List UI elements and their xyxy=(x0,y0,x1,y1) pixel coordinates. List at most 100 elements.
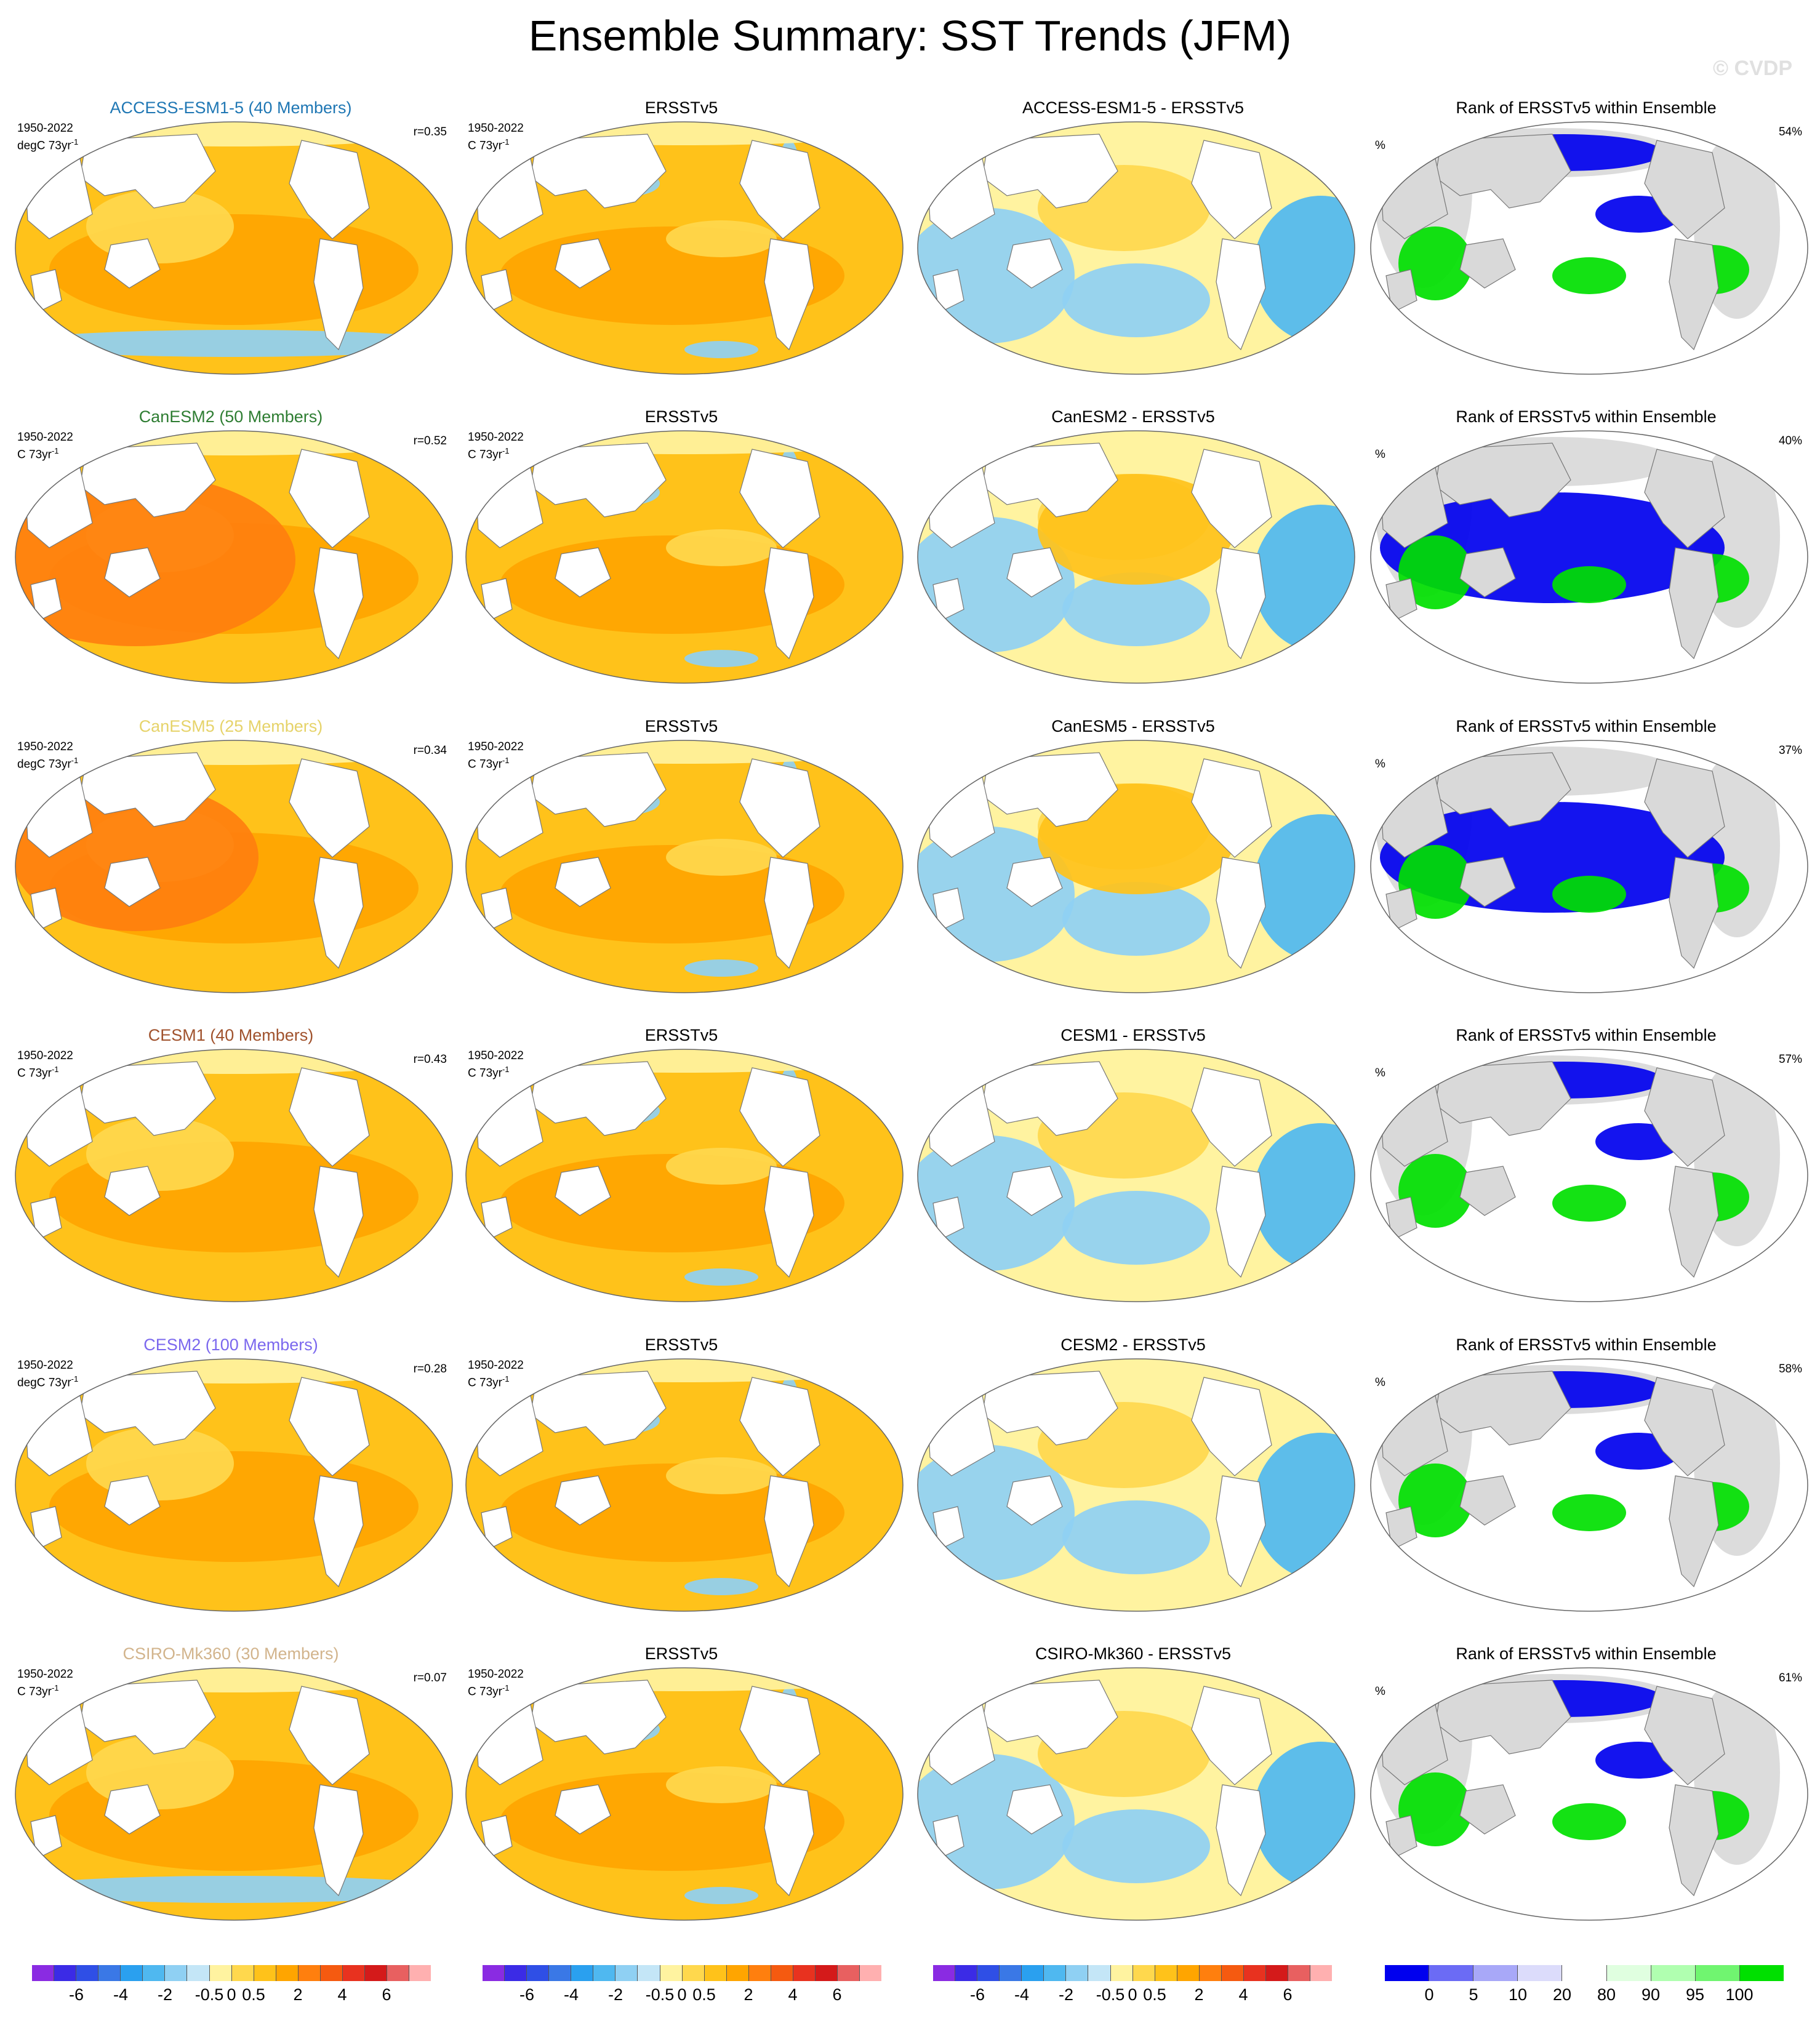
map-outline xyxy=(15,121,453,375)
colorbar-swatch xyxy=(483,1965,505,1981)
landmass xyxy=(79,1061,216,1136)
world-map-model xyxy=(15,121,453,375)
colorbar-swatch xyxy=(98,1965,121,1981)
field-patch xyxy=(1062,1191,1210,1265)
colorbar-tick-label: 4 xyxy=(1238,1985,1248,2004)
panel-title: ERSSTv5 xyxy=(644,1644,718,1663)
colorbar-tick-label: 5 xyxy=(1469,1985,1478,2004)
field-patch xyxy=(1552,257,1626,294)
landmass xyxy=(104,1475,161,1526)
period-units-label: 1950-2022 C 73yr-1 xyxy=(468,431,524,462)
landmass xyxy=(764,1166,814,1278)
landmass xyxy=(313,1166,364,1278)
landmass xyxy=(764,857,814,969)
field-patch xyxy=(466,740,903,764)
rank-percent-unit: % xyxy=(1375,1067,1385,1079)
period-units-label: 1950-2022 C 73yr-1 xyxy=(17,431,73,462)
field-patch xyxy=(1552,1185,1626,1222)
landmass xyxy=(1216,1475,1266,1588)
panel-diff: CESM2 - ERSSTv5 xyxy=(908,1335,1358,1637)
colorbar-swatch xyxy=(165,1965,188,1981)
period-label: 1950-2022 xyxy=(17,1359,73,1372)
period-label: 1950-2022 xyxy=(468,431,524,444)
landmass xyxy=(982,442,1118,518)
landmass xyxy=(739,1686,820,1785)
colorbar-swatch xyxy=(1000,1965,1022,1981)
landmass xyxy=(289,140,370,239)
landmass xyxy=(1191,140,1272,239)
field-patch xyxy=(666,839,777,876)
landmass xyxy=(739,449,820,548)
field-patch xyxy=(666,1457,777,1494)
period-units-label: 1950-2022 C 73yr-1 xyxy=(468,122,524,153)
rank-percent-unit: % xyxy=(1375,758,1385,771)
field-patch xyxy=(1398,1154,1472,1228)
landmass xyxy=(555,1784,611,1835)
colorbar-tick-label: 6 xyxy=(1283,1985,1293,2004)
period-label: 1950-2022 xyxy=(17,1668,73,1681)
colorbar-tick-label: 6 xyxy=(832,1985,842,2004)
units-label: C 73yr-1 xyxy=(17,444,73,462)
landmass xyxy=(739,758,820,858)
landmass xyxy=(1644,758,1725,858)
panel-diff: CESM1 - ERSSTv5 xyxy=(908,1026,1358,1327)
units-label: C 73yr-1 xyxy=(468,1063,524,1080)
panel-obs: ERSSTv5 1950-2022 C 73yr-1 xyxy=(457,717,906,1019)
colorbar-tick-label: 90 xyxy=(1641,1985,1661,2004)
panel-obs: ERSSTv5 1950-2022 C 73yr-1 xyxy=(457,407,906,709)
colorbar-tick-label: -6 xyxy=(519,1985,535,2004)
colorbar-swatch xyxy=(276,1965,299,1981)
colorbar-swatch xyxy=(342,1965,365,1981)
panel-diff: CanESM2 - ERSSTv5 xyxy=(908,407,1358,709)
panel-title: CanESM5 (25 Members) xyxy=(138,717,323,735)
landmass xyxy=(104,857,161,907)
map-outline xyxy=(465,740,904,993)
colorbar-diff-trend xyxy=(933,1965,1333,1981)
landmass xyxy=(1006,238,1063,289)
map-outline xyxy=(1370,740,1808,993)
colorbar-tick-label: 2 xyxy=(1194,1985,1204,2004)
colorbar-swatch xyxy=(1606,1965,1651,1981)
field-patch xyxy=(466,122,903,145)
panel-title: CESM1 - ERSSTv5 xyxy=(1060,1026,1206,1044)
colorbar-swatch xyxy=(549,1965,572,1981)
units-label: degC 73yr-1 xyxy=(17,135,78,153)
map-outline xyxy=(1370,1358,1808,1612)
colorbar-swatch xyxy=(682,1965,705,1981)
map-outline xyxy=(465,1049,904,1302)
map-outline xyxy=(15,740,453,993)
colorbar-swatch xyxy=(298,1965,321,1981)
landmass xyxy=(289,758,370,858)
landmass xyxy=(1435,134,1571,209)
landmass xyxy=(982,752,1118,827)
colorbar-tick-label: -6 xyxy=(969,1985,985,2004)
colorbar-swatch xyxy=(1243,1965,1266,1981)
colorbar-swatch xyxy=(1651,1965,1696,1981)
field-patch xyxy=(1062,882,1210,956)
colorbar-tick-label: -2 xyxy=(607,1985,623,2004)
colorbar-swatch xyxy=(187,1965,210,1981)
units-exponent: -1 xyxy=(71,756,79,765)
field-patch xyxy=(666,220,777,257)
pattern-correlation: r=0.07 xyxy=(413,1672,447,1684)
panel-diff: CSIRO-Mk360 - ERSSTv5 xyxy=(908,1644,1358,1946)
colorbar-swatch xyxy=(387,1965,410,1981)
panel-title: CanESM5 - ERSSTv5 xyxy=(1051,717,1215,735)
field-patch xyxy=(684,1268,758,1286)
landmass xyxy=(1669,857,1719,969)
colorbar-tick-label: -2 xyxy=(1058,1985,1074,2004)
period-label: 1950-2022 xyxy=(17,122,73,135)
landmass xyxy=(764,1784,814,1897)
units-label: C 73yr-1 xyxy=(468,754,524,771)
units-label: C 73yr-1 xyxy=(468,1372,524,1390)
landmass xyxy=(289,1067,370,1167)
colorbar-tick-label: -0.5 xyxy=(645,1985,675,2004)
panel-title: CanESM2 - ERSSTv5 xyxy=(1051,407,1215,426)
panel-title: Rank of ERSSTv5 within Ensemble xyxy=(1456,98,1717,117)
field-patch xyxy=(1062,263,1210,337)
panel-rank: Rank of ERSSTv5 within Ensemble% 57% xyxy=(1361,1026,1811,1327)
panel-obs: ERSSTv5 1950-2022 C 73yr-1 xyxy=(457,1026,906,1327)
colorbar-swatch xyxy=(704,1965,727,1981)
field-patch xyxy=(684,1578,758,1595)
colorbar-swatch xyxy=(955,1965,978,1981)
